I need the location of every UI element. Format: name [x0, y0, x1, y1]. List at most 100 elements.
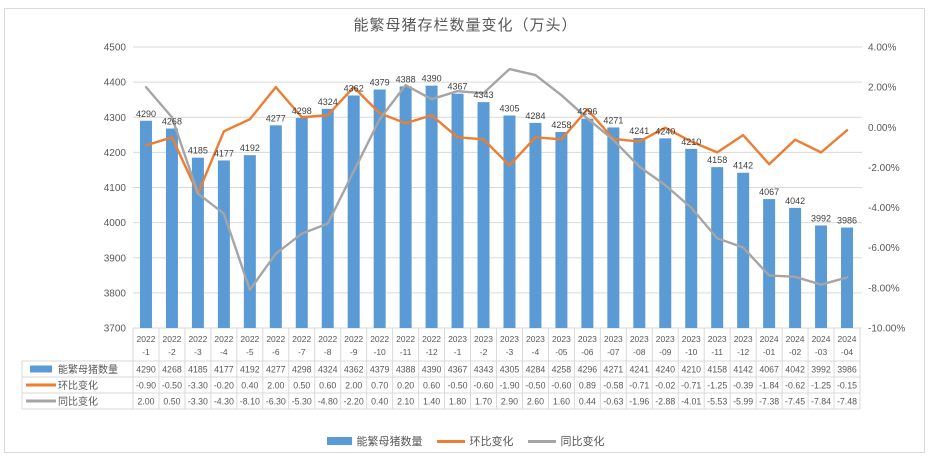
table-cell-value: -0.71: [681, 381, 701, 391]
x-axis-label-year: 2023: [578, 334, 597, 344]
chart-title: 能繁母猪存栏数量变化（万头）: [353, 17, 578, 34]
table-cell-value: -5.53: [707, 397, 727, 407]
y-axis-right-tick-label: 0.00%: [868, 123, 896, 134]
table-cell-value: 0.60: [423, 381, 440, 391]
y-axis-right-tick-label: -4.00%: [868, 203, 900, 214]
table-cell-value: -0.50: [525, 381, 545, 391]
bar: [139, 120, 152, 328]
table-cell-value: 2.00: [137, 397, 154, 407]
x-axis-label-month: -03: [815, 347, 828, 357]
bar: [347, 95, 360, 328]
table-cell-value: -6.30: [266, 397, 286, 407]
x-axis-label-year: 2023: [734, 334, 753, 344]
bar: [295, 117, 308, 328]
bar: [711, 167, 724, 328]
table-cell-value: -1.90: [499, 381, 519, 391]
x-axis-label-month: -09: [659, 347, 672, 357]
x-axis-label-year: 2023: [604, 334, 623, 344]
chart-legend: 能繁母猪数量 环比变化 同比变化: [0, 433, 931, 449]
line-series-swatch-icon: [436, 439, 465, 443]
table-cell-value: 4042: [785, 365, 805, 375]
y-axis-left-tick-label: 4000: [104, 218, 127, 229]
bar-value-label: 3992: [811, 213, 831, 223]
x-axis-label-year: 2023: [474, 334, 493, 344]
table-cell-value: 4362: [344, 365, 364, 375]
table-cell-value: -0.15: [837, 381, 857, 391]
table-cell-value: 4343: [474, 365, 494, 375]
table-cell-value: -0.62: [785, 381, 805, 391]
x-axis-label-month: -7: [298, 347, 306, 357]
table-row-label: 环比变化: [58, 379, 98, 392]
bar-value-label: 4268: [162, 116, 182, 126]
table-row-label: 同比变化: [58, 395, 98, 408]
table-cell-value: -1.84: [759, 381, 779, 391]
table-cell-value: 1.80: [449, 397, 466, 407]
table-cell-value: 4192: [240, 365, 260, 375]
bar: [191, 157, 204, 328]
bar-value-label: 4390: [422, 74, 442, 84]
yoy-change-line: [144, 67, 849, 292]
table-cell-value: -1.25: [707, 381, 727, 391]
table-cell-value: 0.40: [241, 381, 258, 391]
y-axis-left-tick-label: 4300: [104, 113, 127, 124]
bar-value-label: 4185: [188, 146, 208, 156]
table-cell-value: 4210: [681, 365, 701, 375]
y-axis-right-tick-label: -8.00%: [868, 283, 900, 294]
bar-value-label: 4067: [759, 187, 779, 197]
bar-value-label: 4298: [292, 106, 312, 116]
legend-item-sow-count: 能繁母猪数量: [326, 433, 423, 449]
table-cell-value: 4367: [448, 365, 468, 375]
table-cell-value: -7.45: [785, 397, 805, 407]
bar-value-label: 4343: [474, 90, 494, 100]
bar: [399, 86, 412, 328]
y-axis-left-tick-label: 4100: [104, 183, 127, 194]
mom-change-line: [144, 85, 849, 195]
x-axis-label-year: 2023: [526, 334, 545, 344]
x-axis-label-month: -10: [374, 347, 387, 357]
table-cell-value: -5.30: [292, 397, 312, 407]
bar-value-label: 4296: [577, 107, 597, 117]
table-cell-value: 1.60: [553, 397, 570, 407]
y-axis-right-tick-label: -10.00%: [868, 324, 905, 335]
y-axis-left-tick-label: 4200: [104, 148, 127, 159]
x-axis-label-year: 2024: [760, 334, 779, 344]
table-cell-value: -4.30: [214, 397, 234, 407]
x-axis-label-month: -01: [763, 347, 776, 357]
table-cell-value: -2.20: [344, 397, 364, 407]
bar: [659, 138, 672, 328]
x-axis-label-year: 2023: [448, 334, 467, 344]
x-axis-label-year: 2022: [266, 334, 285, 344]
bar-value-label: 3986: [837, 216, 857, 226]
bar: [217, 160, 230, 328]
x-axis-label-month: -2: [480, 347, 488, 357]
x-axis-label-month: -6: [272, 347, 280, 357]
bar-value-label: 4210: [681, 137, 701, 147]
bar: [321, 108, 334, 328]
x-axis-label-month: -3: [506, 347, 514, 357]
table-cell-value: 0.44: [579, 397, 596, 407]
table-cell-value: 2.00: [345, 381, 362, 391]
table-cell-value: -4.01: [681, 397, 701, 407]
table-row-label: 能繁母猪数量: [58, 363, 118, 376]
bar: [555, 132, 568, 328]
bar-series-swatch-icon: [326, 437, 352, 445]
table-cell-value: -7.84: [811, 397, 831, 407]
table-cell-value: 4298: [292, 365, 312, 375]
y-axis-right-tick-label: 2.00%: [868, 83, 896, 94]
x-axis-label-year: 2023: [656, 334, 675, 344]
x-axis-label-year: 2022: [188, 334, 207, 344]
bar: [165, 128, 178, 328]
legend-label: 同比变化: [560, 436, 605, 448]
y-axis-right-tick-label: -2.00%: [868, 163, 900, 174]
table-cell-value: 4284: [526, 365, 546, 375]
table-cell-value: -0.39: [733, 381, 753, 391]
x-axis-label-month: -9: [350, 347, 358, 357]
bar: [633, 137, 646, 328]
legend-label: 环比变化: [469, 436, 514, 448]
table-cell-value: 4324: [318, 365, 338, 375]
table-cell-value: 4296: [578, 365, 598, 375]
table-cell-value: 4067: [759, 365, 779, 375]
table-legend-line-icon: [26, 399, 56, 403]
table-cell-value: 0.89: [579, 381, 596, 391]
